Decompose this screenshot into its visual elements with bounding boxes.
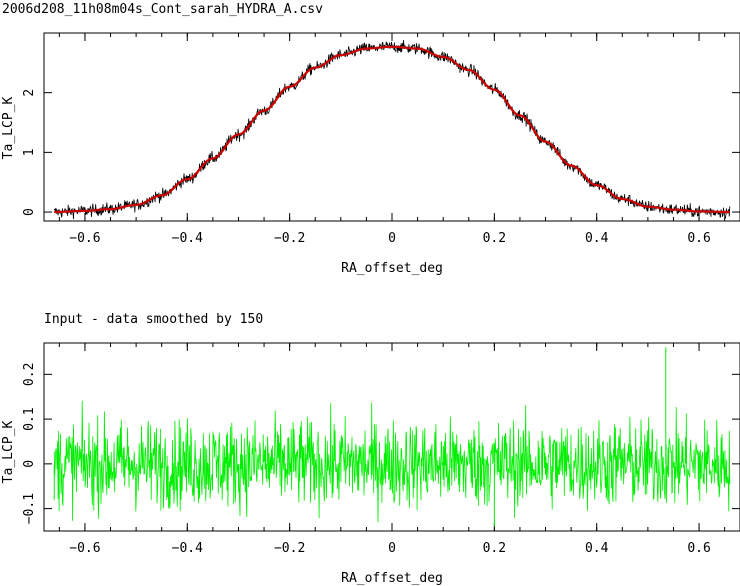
top-series-group	[53, 39, 731, 220]
bottom-y-ticks: −0.1 0 0.1 0.2	[22, 363, 740, 524]
top-x-axis-label: RA_offset_deg	[341, 261, 443, 276]
bottom-x-tick-label: −0.4	[172, 541, 203, 556]
top-x-tick-label: −0.4	[172, 231, 203, 246]
bottom-y-axis-label: Ta_LCP_K	[1, 421, 16, 484]
top-chart-title: 2006d208_11h08m04s_Cont_sarah_HYDRA_A.cs…	[2, 2, 323, 17]
bottom-x-axis-label: RA_offset_deg	[341, 571, 443, 586]
bottom-y-tick-label: 0.2	[22, 363, 37, 386]
bottom-x-tick-label: 0	[388, 541, 396, 556]
bottom-y-tick-label: 0	[22, 460, 37, 468]
top-x-ticks: −0.6 −0.4 −0.2 0 0.2 0.4 0.6	[58, 33, 726, 246]
top-smoothed-fit-line	[54, 45, 730, 214]
top-y-tick-label: 1	[22, 148, 37, 156]
top-x-tick-label: 0.4	[585, 231, 609, 246]
bottom-x-tick-label: 0.2	[483, 541, 506, 556]
top-y-tick-label: 2	[22, 89, 37, 97]
top-x-tick-label: −0.6	[69, 231, 100, 246]
bottom-x-tick-label: 0.4	[585, 541, 609, 556]
bottom-chart-title: Input - data smoothed by 150	[44, 312, 263, 327]
top-noisy-data-line	[53, 39, 731, 220]
top-x-tick-label: 0.6	[687, 231, 710, 246]
bottom-x-tick-label: −0.2	[274, 541, 305, 556]
top-x-tick-label: 0.2	[483, 231, 506, 246]
bottom-y-tick-label: −0.1	[22, 493, 37, 524]
bottom-residual-line	[53, 400, 731, 523]
bottom-y-tick-label: 0.1	[22, 407, 37, 430]
bottom-x-ticks: −0.6 −0.4 −0.2 0 0.2 0.4 0.6	[58, 343, 726, 556]
top-chart: 2006d208_11h08m04s_Cont_sarah_HYDRA_A.cs…	[1, 2, 740, 276]
bottom-chart: Input - data smoothed by 150 −0.6 −0.4 −0.…	[1, 312, 740, 586]
bottom-x-tick-label: 0.6	[687, 541, 710, 556]
top-y-tick-label: 0	[22, 208, 37, 216]
top-x-tick-label: 0	[388, 231, 396, 246]
bottom-series-group	[53, 347, 731, 527]
top-y-axis-label: Ta_LCP_K	[1, 97, 16, 160]
top-plot-frame	[43, 32, 740, 222]
bottom-x-tick-label: −0.6	[69, 541, 100, 556]
top-y-ticks: 0 1 2	[22, 89, 740, 216]
top-x-tick-label: −0.2	[274, 231, 305, 246]
